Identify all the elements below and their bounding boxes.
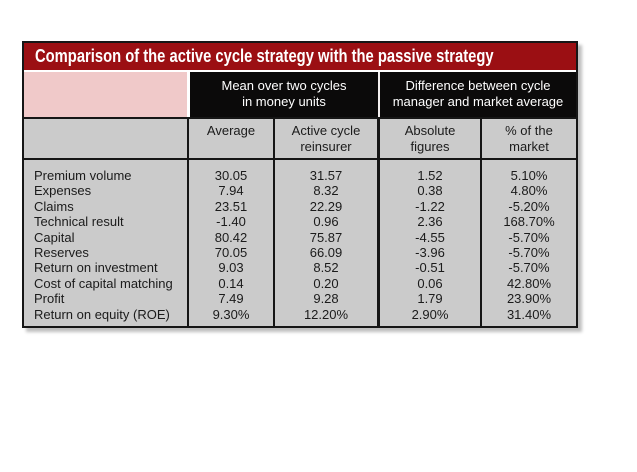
cell-value: 22.29	[309, 198, 343, 214]
column-header-absolute-figures: Absolute figures	[377, 119, 480, 158]
cell-value: 9.28	[313, 291, 339, 307]
cell-value: 0.14	[218, 275, 244, 291]
cell-value: 0.96	[313, 214, 339, 230]
cell-value: 1.52	[417, 168, 443, 183]
column-header-row: Average Active cycle reinsurer Absolute …	[24, 117, 576, 160]
cell-value: 7.49	[218, 291, 244, 307]
column-header-line: figures	[410, 139, 450, 154]
cell-value: -1.22	[415, 198, 445, 214]
column-header-line: Average	[206, 123, 256, 138]
group-header-line: Mean over two cycles	[221, 78, 347, 93]
row-label: Profit	[34, 291, 65, 307]
table-title-bar: Comparison of the active cycle strategy …	[24, 43, 576, 70]
cell-value: 4.80%	[510, 183, 548, 199]
column-header-average: Average	[187, 119, 273, 158]
cell-value: 42.80%	[506, 275, 552, 291]
title-separator	[24, 70, 576, 72]
cell-value: 80.42	[214, 229, 248, 245]
group-divider	[378, 72, 380, 117]
cell-value: -0.51	[415, 260, 445, 276]
row-label: Technical result	[34, 214, 124, 230]
empty-header-cell	[24, 119, 187, 158]
cell-value: 8.52	[313, 260, 339, 276]
cell-value: 31.40%	[506, 306, 552, 322]
cell-value: 168.70%	[503, 214, 555, 230]
cell-value: 12.20%	[303, 306, 349, 322]
row-label: Cost of capital matching	[34, 275, 173, 291]
table-body: Premium volume Expenses Claims Technical…	[24, 160, 576, 326]
cell-value: 7.94	[218, 183, 244, 199]
cell-value: 0.06	[417, 275, 443, 291]
row-label: Capital	[34, 229, 75, 245]
cell-value: -5.20%	[508, 198, 550, 214]
row-label: Return on equity (ROE)	[34, 306, 170, 322]
cell-value: 23.90%	[506, 291, 552, 307]
group-header-difference: Difference between cycle manager and mar…	[380, 72, 576, 117]
cell-value: 5.10%	[510, 168, 548, 183]
cell-value: 70.05	[214, 245, 248, 261]
cell-value: 0.20	[313, 275, 339, 291]
group-header-line: Difference between cycle	[405, 78, 551, 93]
column-header-line: reinsurer	[300, 139, 352, 154]
row-label: Expenses	[34, 183, 92, 199]
comparison-table-panel: Comparison of the active cycle strategy …	[22, 41, 578, 328]
cell-value: -1.40	[216, 214, 246, 230]
cell-value: 8.32	[313, 183, 339, 199]
cell-value: 75.87	[309, 229, 343, 245]
corner-highlight-cell	[24, 72, 187, 117]
cell-value: -3.96	[415, 245, 445, 261]
group-header-line: manager and market average	[392, 94, 564, 109]
row-label: Reserves	[34, 245, 89, 261]
cell-value: -4.55	[415, 229, 445, 245]
cell-value: 23.51	[214, 198, 248, 214]
row-label: Claims	[34, 198, 74, 214]
cell-value: 66.09	[309, 245, 343, 261]
cell-value: 30.05	[214, 168, 248, 183]
cell-value: -5.70%	[508, 229, 550, 245]
row-label: Return on investment	[34, 260, 158, 276]
column-header-line: Active cycle	[291, 123, 361, 138]
column-header-line: market	[509, 139, 549, 154]
group-header-mean: Mean over two cycles in money units	[190, 72, 378, 117]
cell-value: -5.70%	[508, 260, 550, 276]
cell-value: 9.03	[218, 260, 244, 276]
group-header-line: in money units	[242, 94, 326, 109]
cell-value: -5.70%	[508, 245, 550, 261]
column-header-line: % of the	[505, 123, 553, 138]
column-group-header-row: Mean over two cycles in money units Diff…	[24, 72, 576, 117]
cell-value: 1.79	[417, 291, 443, 307]
column-header-active-cycle-reinsurer: Active cycle reinsurer	[273, 119, 377, 158]
table-title: Comparison of the active cycle strategy …	[35, 46, 494, 66]
column-header-pct-of-market: % of the market	[480, 119, 576, 158]
cell-value: 31.57	[309, 168, 343, 183]
row-labels-column: Premium volume Expenses Claims Technical…	[24, 160, 187, 326]
group-gap	[187, 72, 190, 117]
absolute-figures-column: 1.52 0.38 -1.22 2.36 -4.55 -3.96 -0.51 0…	[377, 160, 480, 326]
cell-value: 9.30%	[212, 306, 250, 322]
row-label: Premium volume	[34, 168, 132, 183]
average-column: 30.05 7.94 23.51 -1.40 80.42 70.05 9.03 …	[187, 160, 273, 326]
cell-value: 2.36	[417, 214, 443, 230]
active-cycle-reinsurer-column: 31.57 8.32 22.29 0.96 75.87 66.09 8.52 0…	[273, 160, 377, 326]
cell-value: 0.38	[417, 183, 443, 199]
cell-value: 2.90%	[411, 306, 449, 322]
column-header-line: Absolute	[404, 123, 456, 138]
pct-of-market-column: 5.10% 4.80% -5.20% 168.70% -5.70% -5.70%…	[480, 160, 576, 326]
